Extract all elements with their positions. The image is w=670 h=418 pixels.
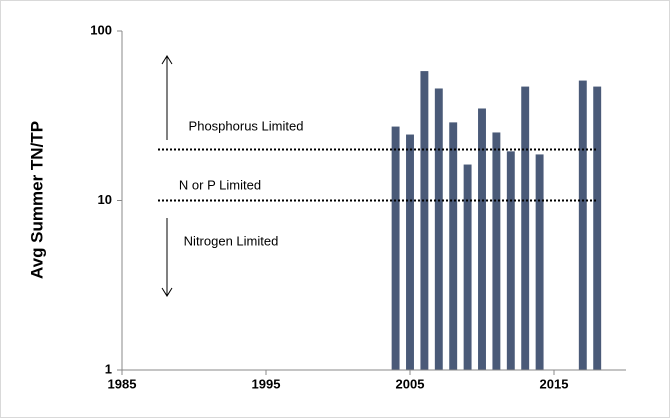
annotation: N or P Limited <box>179 177 261 192</box>
bar <box>521 86 530 371</box>
x-tick-label: 1995 <box>252 376 281 391</box>
x-tick-label: 2015 <box>540 376 569 391</box>
bar <box>535 154 544 370</box>
bar <box>478 108 486 370</box>
bar <box>449 122 458 371</box>
x-tick-label: 2005 <box>396 376 425 391</box>
bar <box>391 126 400 370</box>
bar <box>406 134 414 370</box>
arrow-head <box>161 55 173 65</box>
y-tick-label: 10 <box>98 192 112 207</box>
bar <box>434 88 443 370</box>
bar <box>420 71 429 371</box>
y-axis-label: Avg Summer TN/TP <box>27 121 46 279</box>
bar <box>492 132 501 370</box>
x-tick-label: 1985 <box>108 376 137 391</box>
bar <box>578 80 587 370</box>
y-tick-label: 1 <box>105 361 112 376</box>
arrow-head <box>161 287 173 297</box>
annotation: Nitrogen Limited <box>184 233 279 248</box>
bar <box>593 86 602 371</box>
annotation: Phosphorus Limited <box>189 118 304 133</box>
bar <box>506 151 515 370</box>
y-tick-label: 100 <box>90 22 112 37</box>
bar <box>463 164 472 370</box>
